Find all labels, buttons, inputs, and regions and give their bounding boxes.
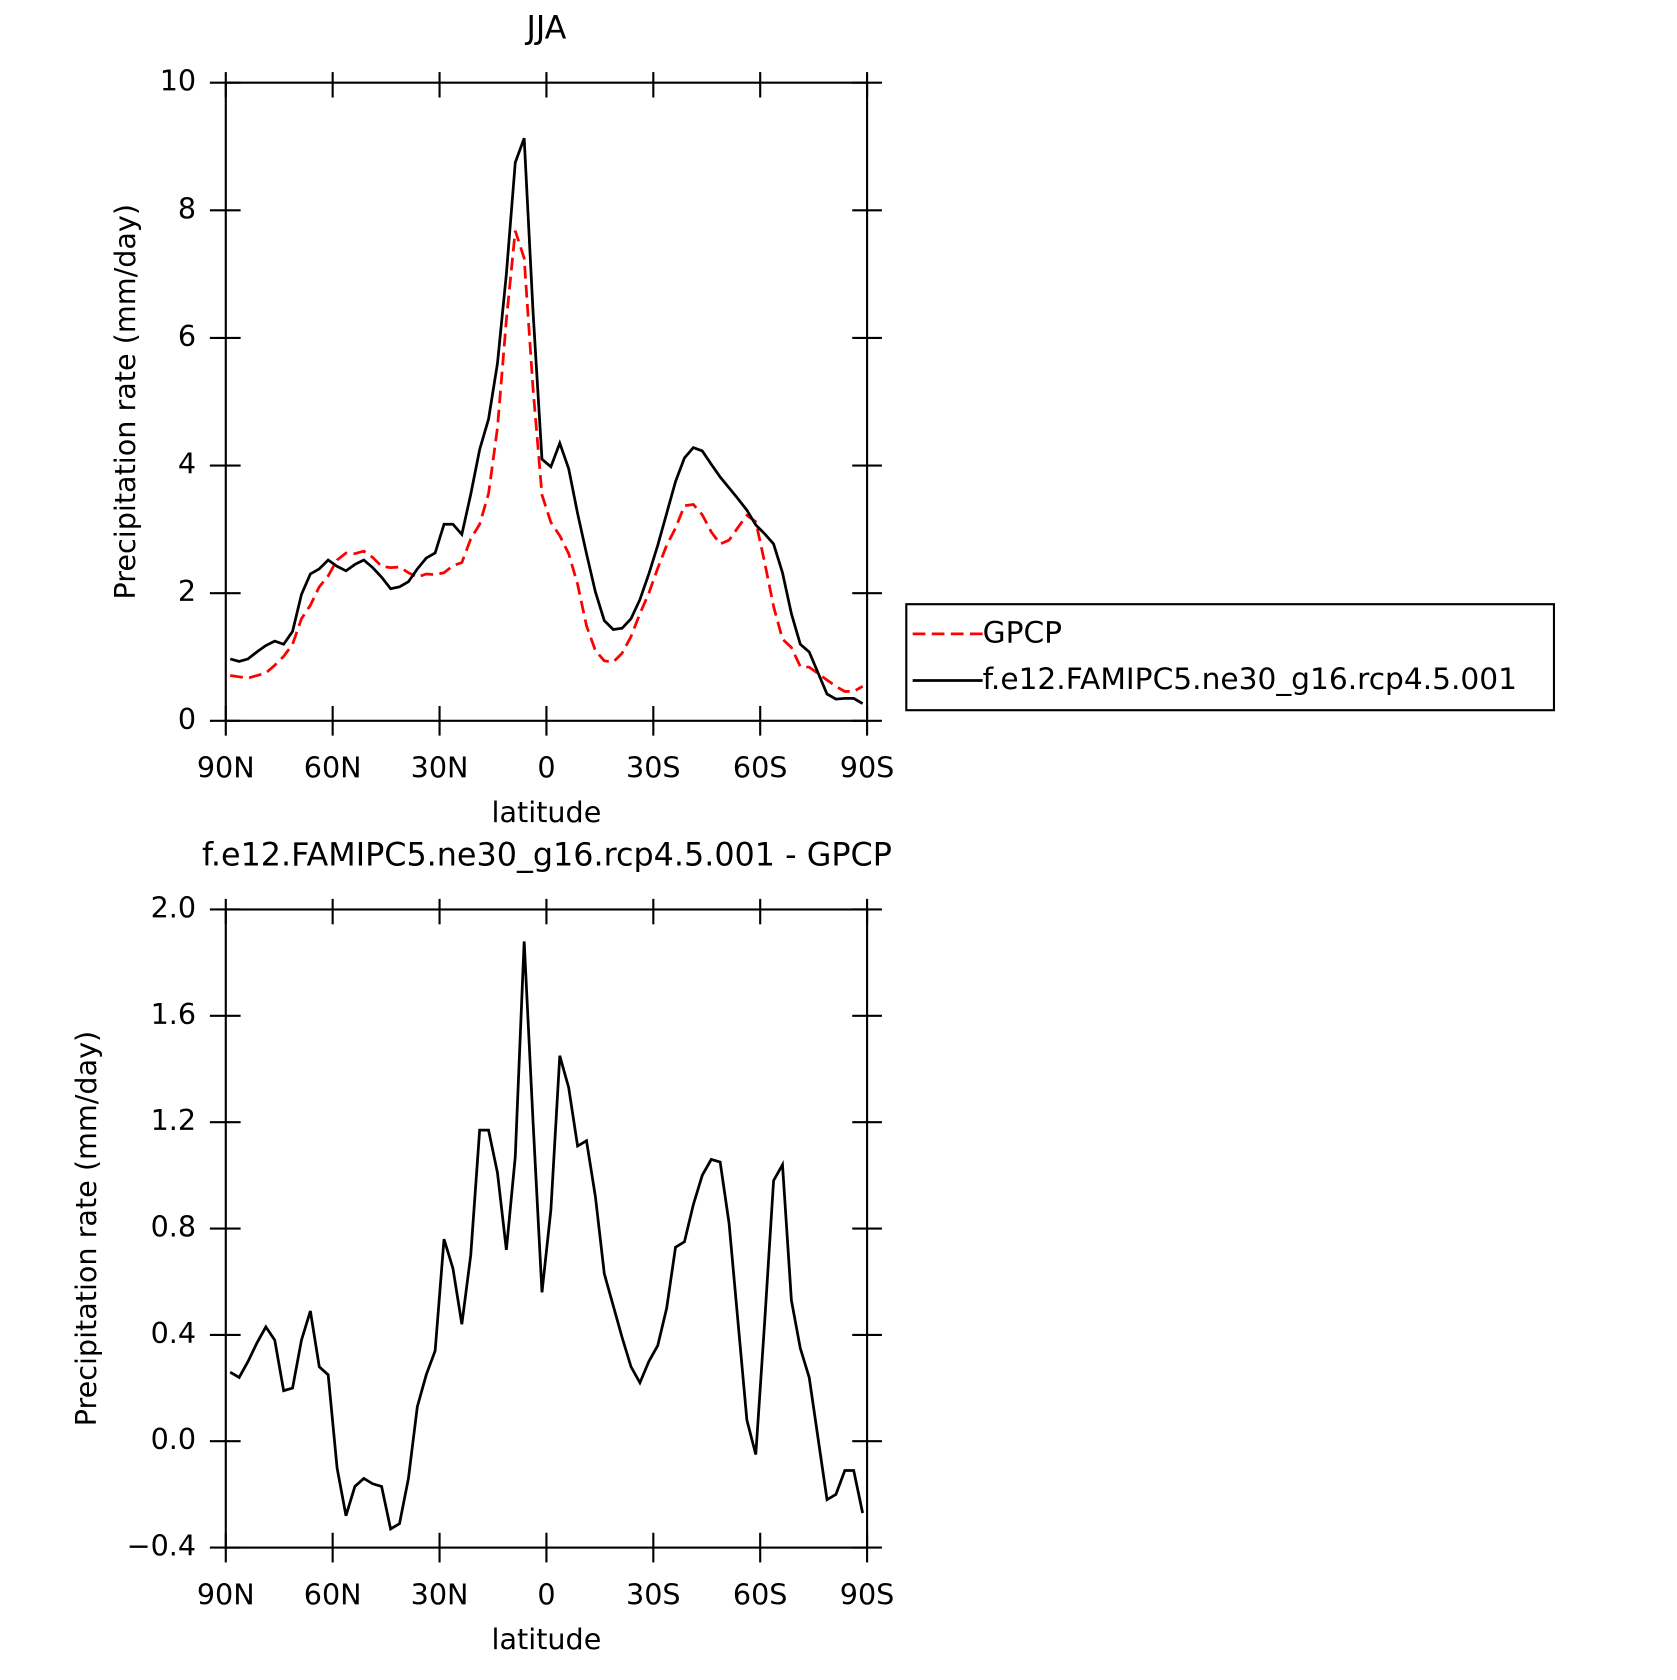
x-axis-label: latitude [492, 1622, 602, 1656]
legend-label: f.e12.FAMIPC5.ne30_g16.rcp4.5.001 [983, 661, 1517, 696]
y-axis-label: Precipitation rate (mm/day) [108, 204, 142, 599]
data-line [229, 941, 864, 1532]
x-tick-label: 0 [537, 751, 555, 785]
x-tick-label: 30N [411, 1577, 469, 1611]
data-line [229, 137, 864, 705]
x-tick-label: 60S [733, 751, 788, 785]
x-tick-label: 60S [733, 1577, 788, 1611]
y-tick-label: 1.6 [151, 997, 197, 1031]
y-tick-label: 8 [178, 191, 196, 225]
legend-box [905, 603, 1556, 712]
x-tick-label: 30S [626, 751, 681, 785]
chart-title: f.e12.FAMIPC5.ne30_g16.rcp4.5.001 - GPCP [202, 836, 892, 873]
y-tick-label: −0.4 [127, 1529, 196, 1563]
x-tick-label: 90S [840, 751, 895, 785]
y-tick-label: 6 [178, 319, 196, 353]
data-line [230, 230, 864, 693]
x-tick-label: 90N [197, 751, 255, 785]
legend-label: GPCP [983, 614, 1062, 649]
y-tick-label: 2 [178, 574, 196, 608]
y-tick-label: 0.4 [151, 1316, 197, 1350]
y-tick-label: 2.0 [151, 890, 197, 924]
y-tick-label: 4 [178, 447, 196, 481]
x-axis-label: latitude [492, 795, 602, 829]
plot-frame [224, 81, 869, 722]
x-tick-label: 90S [840, 1577, 895, 1611]
y-tick-label: 0 [178, 702, 196, 736]
y-tick-label: 0.0 [151, 1422, 197, 1456]
x-tick-label: 30N [411, 751, 469, 785]
x-tick-label: 60N [304, 1577, 362, 1611]
x-tick-label: 30S [626, 1577, 681, 1611]
y-axis-label: Precipitation rate (mm/day) [69, 1031, 103, 1426]
x-tick-label: 90N [197, 1577, 255, 1611]
y-tick-label: 1.2 [151, 1103, 197, 1137]
x-tick-label: 60N [304, 751, 362, 785]
chart-body: JJA latitude Precipitation rate (mm/day) 90… [69, 10, 1556, 1656]
chart-title: JJA [524, 10, 566, 47]
y-tick-label: 10 [160, 64, 196, 98]
x-tick-label: 0 [537, 1577, 555, 1611]
y-tick-label: 0.8 [151, 1210, 197, 1244]
